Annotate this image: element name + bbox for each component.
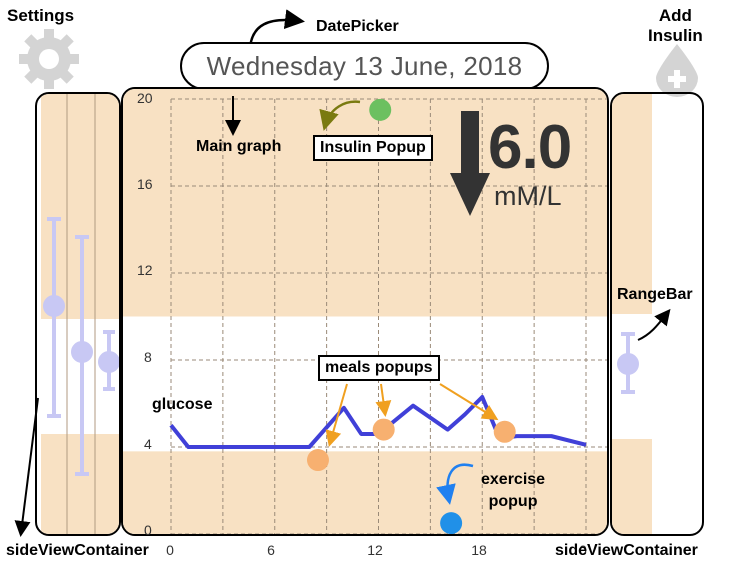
range-bar-label: RangeBar bbox=[617, 286, 693, 303]
x-tick-24: 0 bbox=[579, 542, 587, 558]
gear-icon[interactable] bbox=[15, 25, 83, 93]
add-insulin-label-line2: Insulin bbox=[648, 26, 703, 45]
side-view-container-left[interactable] bbox=[35, 92, 121, 536]
main-graph-canvas bbox=[123, 89, 607, 534]
insulin-popup-dot[interactable] bbox=[369, 98, 392, 121]
insulin-popup-label: Insulin Popup bbox=[313, 135, 433, 161]
y-tick-12: 12 bbox=[137, 262, 153, 278]
exercise-popup-label: exercise popup bbox=[481, 469, 545, 513]
settings-label: Settings bbox=[7, 6, 75, 25]
y-tick-8: 8 bbox=[144, 349, 152, 365]
y-tick-4: 4 bbox=[144, 436, 152, 452]
meal-popup-dot[interactable] bbox=[493, 420, 516, 443]
datepicker-label: DatePicker bbox=[316, 18, 399, 35]
add-insulin-label: Add Insulin bbox=[648, 6, 703, 46]
x-tick-12: 12 bbox=[367, 542, 383, 558]
y-tick-0: 0 bbox=[144, 522, 152, 538]
side-view-right-panels bbox=[612, 94, 652, 534]
glucose-label: glucose bbox=[152, 396, 213, 413]
exercise-popup-label-line2: popup bbox=[488, 493, 538, 510]
side-view-container-right-label: sideViewContainer bbox=[555, 542, 698, 559]
range-bar[interactable] bbox=[616, 324, 646, 404]
exercise-popup-dot[interactable] bbox=[440, 512, 463, 534]
high-band bbox=[123, 89, 607, 317]
meal-popup-dot[interactable] bbox=[306, 449, 329, 472]
add-insulin-label-line1: Add bbox=[658, 6, 692, 25]
y-tick-16: 16 bbox=[137, 176, 153, 192]
add-insulin-icon[interactable] bbox=[652, 42, 702, 98]
glucose-reading-unit: mM/L bbox=[494, 181, 562, 211]
exercise-popup-label-line1: exercise bbox=[481, 471, 546, 488]
down-trend-arrow-icon bbox=[450, 111, 490, 216]
main-graph-label: Main graph bbox=[196, 138, 282, 155]
main-graph[interactable] bbox=[121, 87, 609, 536]
target-range-band bbox=[123, 316, 607, 452]
date-picker[interactable]: Wednesday 13 June, 2018 bbox=[180, 42, 549, 90]
y-tick-20: 20 bbox=[137, 90, 153, 106]
side-view-left-panels bbox=[41, 94, 119, 534]
side-view-container-left-label: sideViewContainer bbox=[6, 542, 149, 559]
low-band bbox=[123, 451, 607, 534]
x-tick-18: 18 bbox=[471, 542, 487, 558]
glucose-reading-value: 6.0 bbox=[488, 113, 572, 182]
meals-popups-label: meals popups bbox=[318, 355, 440, 381]
x-tick-0: 0 bbox=[166, 542, 174, 558]
side-view-container-right[interactable] bbox=[610, 92, 704, 536]
meal-popup-dot[interactable] bbox=[372, 418, 395, 441]
x-tick-6: 6 bbox=[267, 542, 275, 558]
